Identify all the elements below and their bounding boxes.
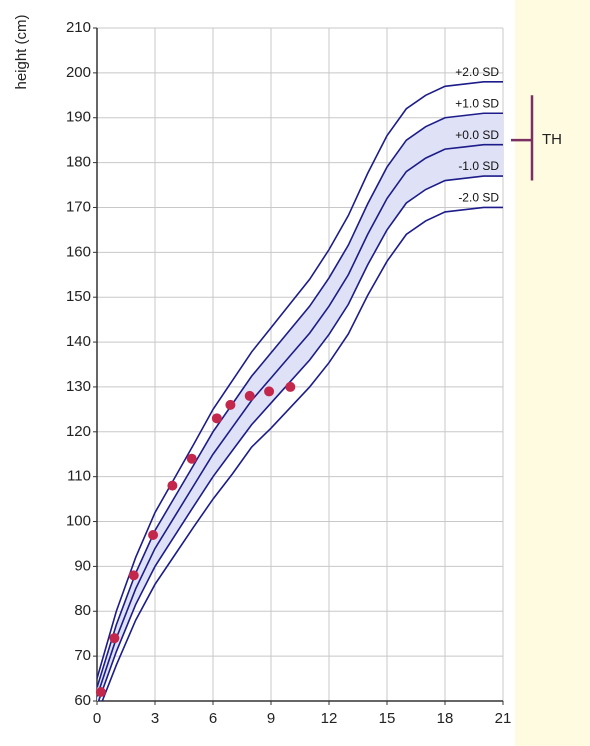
- measurement-point: [244, 390, 255, 401]
- y-tick-label: 120: [66, 423, 91, 440]
- x-tick-label: 3: [151, 710, 159, 727]
- sd-label: +0.0 SD: [455, 128, 499, 142]
- y-tick-label: 150: [66, 288, 91, 305]
- measurement-point: [128, 570, 139, 581]
- sd-label: +2.0 SD: [455, 65, 499, 79]
- measurement-point: [109, 633, 120, 644]
- y-tick-label: 70: [74, 647, 91, 664]
- y-tick-label: 90: [74, 557, 91, 574]
- sd-label: -2.0 SD: [458, 191, 499, 205]
- y-tick-label: 140: [66, 333, 91, 350]
- measurement-point: [225, 399, 236, 410]
- x-tick-label: 15: [379, 710, 396, 727]
- y-tick-label: 100: [66, 513, 91, 530]
- x-tick-label: 18: [437, 710, 454, 727]
- sd-label: +1.0 SD: [455, 96, 499, 110]
- measurement-point: [148, 529, 159, 540]
- y-tick-label: 130: [66, 378, 91, 395]
- sd-band: [97, 113, 503, 701]
- target-label: TH: [542, 131, 562, 148]
- sd-line: [97, 143, 503, 697]
- y-tick-label: 190: [66, 109, 91, 126]
- sd-line: [97, 81, 503, 679]
- y-tick-label: 160: [66, 243, 91, 260]
- measurement-point: [167, 480, 178, 491]
- sd-label: -1.0 SD: [458, 159, 499, 173]
- y-tick-label: 210: [66, 19, 91, 36]
- x-tick-label: 6: [209, 710, 217, 727]
- x-tick-label: 9: [267, 710, 275, 727]
- measurement-point: [186, 453, 197, 464]
- y-tick-label: 170: [66, 198, 91, 215]
- x-tick-label: 21: [495, 710, 512, 727]
- sd-line: [97, 175, 503, 701]
- measurement-point: [285, 381, 296, 392]
- y-tick-label: 180: [66, 154, 91, 171]
- y-tick-label: 60: [74, 692, 91, 709]
- y-tick-label: 110: [67, 468, 91, 485]
- y-tick-label: 200: [66, 64, 91, 81]
- x-tick-label: 0: [93, 710, 101, 727]
- plot-area: [97, 81, 503, 701]
- measurement-point: [211, 413, 222, 424]
- y-axis-label: height (cm): [13, 14, 30, 89]
- measurement-point: [264, 386, 275, 397]
- measurement-point: [95, 687, 106, 698]
- sd-line: [97, 112, 503, 688]
- y-tick-label: 80: [74, 602, 91, 619]
- sd-line: [101, 206, 503, 701]
- x-tick-label: 12: [321, 710, 338, 727]
- side-panel: [515, 0, 590, 746]
